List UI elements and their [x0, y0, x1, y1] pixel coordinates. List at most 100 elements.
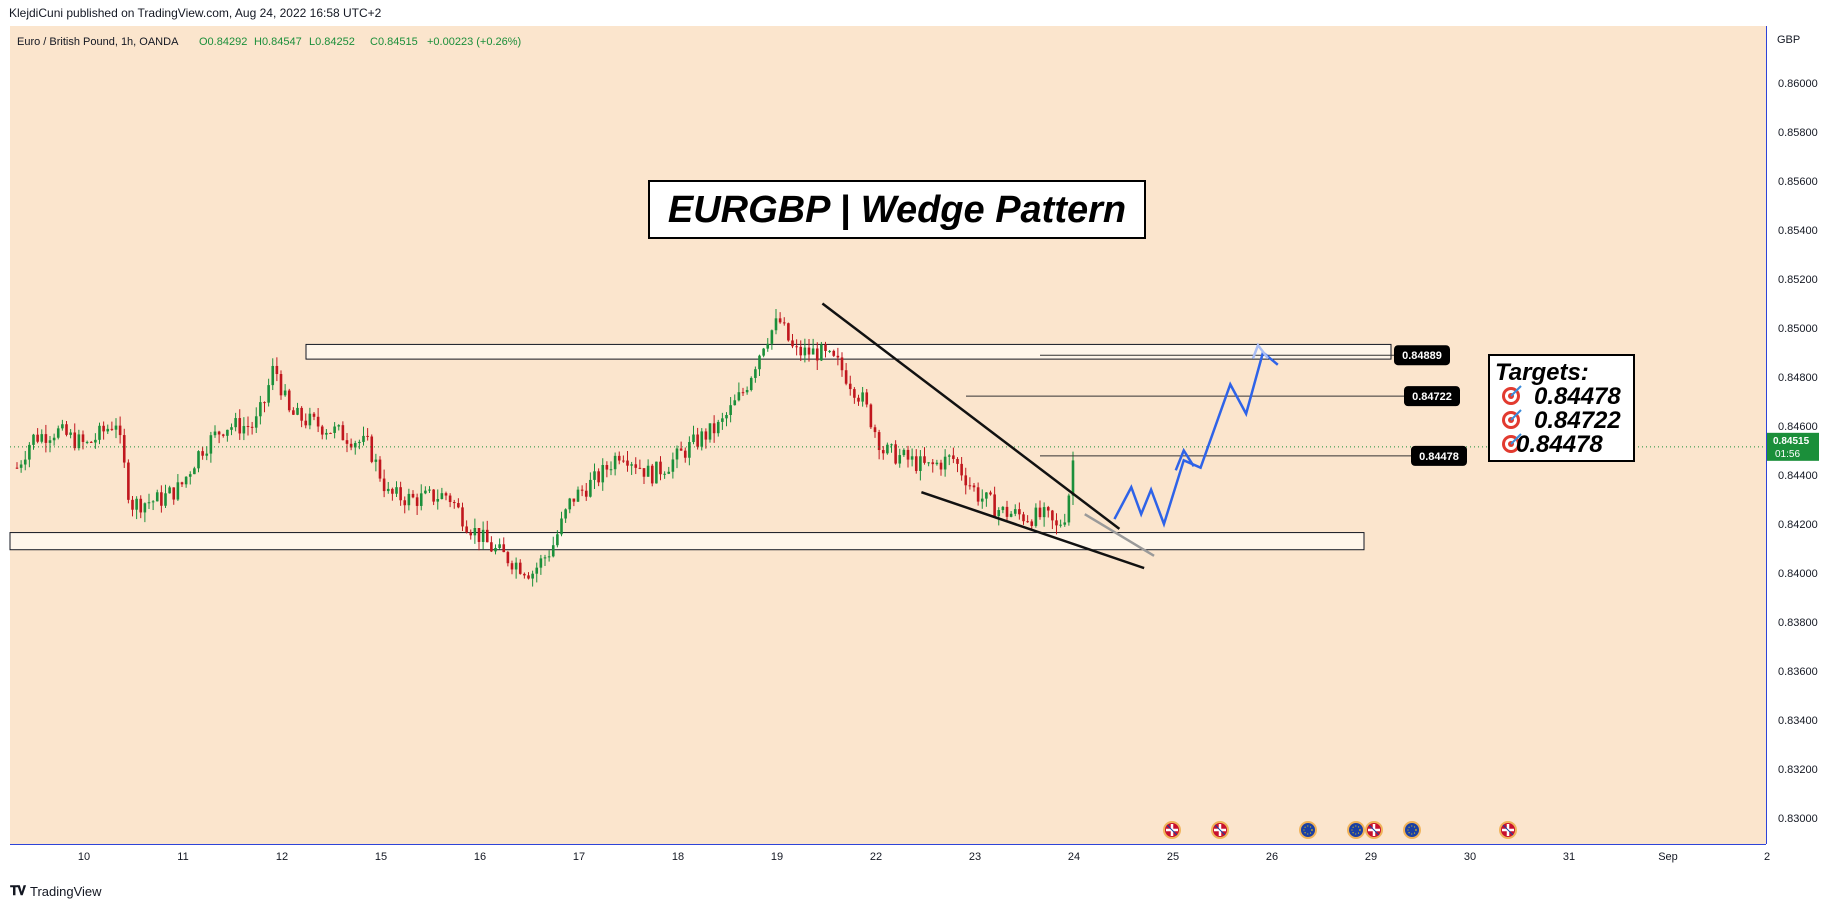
uk-flag-icon[interactable]	[1163, 821, 1181, 839]
candlestick-series	[15, 308, 1075, 587]
candle-body	[622, 460, 625, 462]
x-tick-label: 29	[1365, 851, 1377, 863]
candle-body	[481, 529, 485, 542]
candle-body	[230, 427, 233, 430]
candle-body	[271, 365, 275, 386]
candle-body	[650, 465, 654, 484]
resistance-zone[interactable]	[305, 343, 1392, 360]
candle-body	[374, 459, 378, 462]
candle-body	[762, 348, 765, 356]
svg-text:0.84722: 0.84722	[1412, 391, 1452, 403]
candle-body	[729, 405, 732, 415]
ohlc-high: H0.84547	[254, 36, 302, 48]
wedge-lower-trendline[interactable]	[920, 490, 1145, 570]
candle-body	[799, 346, 803, 356]
candle-body	[980, 498, 984, 502]
candle-body	[226, 429, 229, 436]
candle-body	[448, 495, 452, 503]
candle-body	[869, 404, 873, 428]
eu-flag-icon[interactable]	[1403, 821, 1421, 839]
candle-body	[535, 567, 539, 574]
candle-body	[1067, 495, 1071, 523]
y-tick-label: 0.85000	[1778, 323, 1818, 335]
y-tick-label: 0.83000	[1778, 813, 1818, 825]
candle-body	[861, 392, 864, 402]
candle-body	[176, 482, 180, 500]
candle-body	[1030, 521, 1034, 526]
eu-flag-icon[interactable]	[1347, 821, 1365, 839]
level-price-labels: 0.84889 0.84722 0.84478	[1394, 345, 1467, 466]
candle-body	[457, 503, 460, 508]
uk-flag-icon[interactable]	[1499, 821, 1517, 839]
y-tick-labels: 0.86000 0.85800 0.85600 0.85400 0.85200 0.850…	[1778, 78, 1818, 825]
candle-body	[234, 418, 237, 428]
candle-body	[795, 346, 798, 348]
candle-body	[642, 468, 646, 477]
candle-body	[803, 347, 807, 356]
candle-body	[143, 503, 147, 513]
uk-flag-icon[interactable]	[1365, 821, 1383, 839]
candle-body	[391, 488, 394, 494]
targets-box[interactable]: Targets: 0.84478 0.84722 0.84478	[1488, 354, 1635, 462]
candle-body	[106, 428, 110, 432]
candle-body	[828, 350, 831, 352]
candle-body	[576, 489, 580, 502]
candle-body	[518, 562, 522, 574]
candle-body	[811, 348, 815, 355]
support-zone[interactable]	[9, 532, 1365, 551]
candle-body	[741, 392, 745, 394]
candle-body	[593, 471, 596, 480]
candle-body	[589, 479, 592, 497]
uk-flag-icon[interactable]	[1211, 821, 1229, 839]
candle-body	[844, 370, 848, 384]
candle-body	[952, 455, 955, 459]
target-value-1: 0.84478	[1534, 383, 1621, 410]
level-label-1: 0.84889	[1394, 345, 1450, 366]
candle-body	[832, 350, 836, 356]
y-tick-label: 0.85800	[1778, 127, 1818, 139]
chart-title-box[interactable]: EURGBP | Wedge Pattern	[648, 180, 1146, 239]
wedge-upper-trendline[interactable]	[821, 302, 1121, 530]
candle-body	[873, 427, 877, 433]
candle-body	[993, 494, 996, 517]
candle-body	[737, 392, 741, 401]
symbol-name: Euro / British Pound, 1h, OANDA	[17, 36, 179, 48]
candle-body	[131, 499, 134, 510]
chart-plot-area[interactable]	[10, 26, 1766, 844]
candle-body	[721, 418, 724, 422]
candle-body	[279, 374, 283, 396]
candle-body	[531, 573, 534, 579]
candle-body	[395, 487, 398, 494]
x-tick-label: Sep	[1658, 851, 1678, 863]
candle-body	[89, 441, 93, 443]
candle-body	[630, 464, 633, 466]
y-tick-label: 0.84400	[1778, 470, 1818, 482]
candle-body	[283, 390, 287, 396]
candle-body	[667, 471, 671, 474]
candle-body	[485, 529, 489, 543]
candle-body	[663, 473, 666, 475]
projected-path[interactable]	[1113, 350, 1279, 528]
wedge-extension-line	[1084, 513, 1155, 557]
candle-body	[69, 432, 72, 435]
footer: 𝐓𝐕 TradingView	[0, 874, 1834, 907]
candle-body	[267, 385, 270, 403]
candle-body	[688, 442, 691, 458]
economic-event-markers[interactable]	[1163, 821, 1517, 839]
candle-body	[28, 444, 31, 460]
candle-body	[85, 441, 89, 443]
candle-body	[646, 465, 650, 477]
target-icon	[1502, 433, 1522, 453]
candle-body	[840, 357, 844, 371]
candle-body	[877, 432, 881, 451]
candle-body	[411, 493, 415, 498]
tradingview-logo[interactable]: 𝐓𝐕 TradingView	[10, 883, 102, 899]
projection-arrowhead	[1251, 342, 1270, 360]
x-tick-label: 12	[276, 851, 288, 863]
time-axis[interactable]	[10, 844, 1766, 871]
candle-body	[473, 528, 477, 536]
attribution-text: KlejdiCuni published on TradingView.com,…	[9, 6, 382, 20]
eu-flag-icon[interactable]	[1299, 821, 1317, 839]
candle-body	[341, 425, 345, 441]
